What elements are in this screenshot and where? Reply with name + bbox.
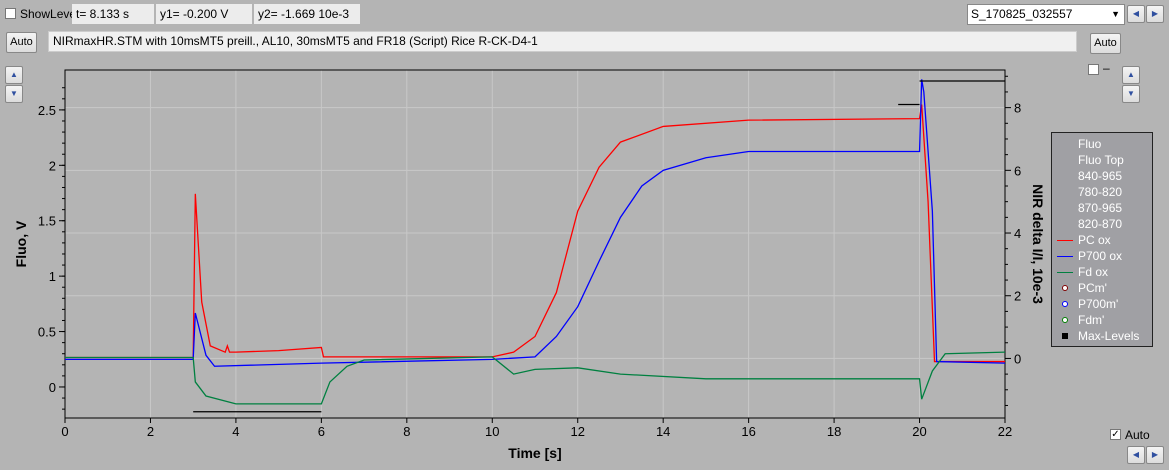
y1-readout: y1= -0.200 V <box>156 4 252 24</box>
y2-tick-label: 6 <box>1014 163 1021 178</box>
legend-label: Fd ox <box>1078 265 1109 279</box>
legend-dot-swatch <box>1062 317 1068 323</box>
y2-axis-label: NIR delta I/I, 10e-3 <box>1030 184 1046 304</box>
legend-item: 780-820 <box>1052 184 1152 200</box>
legend-label: PCm' <box>1078 281 1107 295</box>
chevron-down-icon: ▼ <box>1111 9 1120 19</box>
plot-area <box>64 69 1006 419</box>
x-tick-label: 22 <box>998 424 1012 439</box>
file-select-value: S_170825_032557 <box>971 7 1073 21</box>
legend-item: P700 ox <box>1052 248 1152 264</box>
y-tick-label: 0.5 <box>38 325 56 340</box>
x-tick-label: 20 <box>912 424 926 439</box>
x-tick-label: 2 <box>147 424 154 439</box>
left-axis-down-button[interactable]: ▼ <box>5 85 23 103</box>
legend-label: Fluo <box>1078 137 1102 151</box>
x-tick-label: 18 <box>827 424 841 439</box>
series-line-p700-ox <box>65 79 1006 367</box>
x-tick-label: 8 <box>403 424 410 439</box>
legend-item: PC ox <box>1052 232 1152 248</box>
right-checkbox[interactable] <box>1088 64 1099 75</box>
x-tick-label: 4 <box>232 424 239 439</box>
auto-left-button[interactable]: Auto <box>6 32 37 53</box>
right-axis-up-button[interactable]: ▲ <box>1122 66 1140 84</box>
y2-tick-label: 8 <box>1014 101 1021 116</box>
legend-item: Fdm' <box>1052 312 1152 328</box>
y-tick-label: 1.5 <box>38 214 56 229</box>
legend-item: 870-965 <box>1052 200 1152 216</box>
legend-dot-swatch <box>1062 301 1068 307</box>
y-tick-label: 0 <box>49 380 56 395</box>
legend-label: 840-965 <box>1078 169 1123 183</box>
y-tick-label: 1 <box>49 269 56 284</box>
legend-label: P700m' <box>1078 297 1119 311</box>
legend-item: Fd ox <box>1052 264 1152 280</box>
plot-border <box>64 69 1006 419</box>
x-axis-label: Time [s] <box>508 445 561 461</box>
legend-label: P700 ox <box>1078 249 1123 263</box>
x-tick-label: 12 <box>570 424 584 439</box>
x-tick-label: 16 <box>741 424 755 439</box>
file-select[interactable]: S_170825_032557 ▼ <box>967 4 1125 25</box>
legend-dot-swatch <box>1062 285 1068 291</box>
right-checkbox-label: – <box>1103 61 1110 75</box>
auto-checkbox[interactable]: ✓ <box>1110 429 1121 440</box>
legend-item: P700m' <box>1052 296 1152 312</box>
x-tick-label: 0 <box>61 424 68 439</box>
legend: Fluo Fluo Top 840-965 780-820 870-965 820-870… <box>1051 132 1153 347</box>
x-tick-label: 6 <box>318 424 325 439</box>
legend-label: PC ox <box>1078 233 1111 247</box>
previous-file-button[interactable]: ◀ <box>1127 5 1145 23</box>
legend-square-swatch <box>1062 333 1068 339</box>
legend-label: Fluo Top <box>1078 153 1124 167</box>
y-tick-label: 2 <box>49 158 56 173</box>
next-file-button[interactable]: ▶ <box>1146 5 1164 23</box>
x-tick-label: 14 <box>656 424 670 439</box>
y2-tick-label: 4 <box>1014 226 1021 241</box>
legend-item: Fluo Top <box>1052 152 1152 168</box>
left-axis-up-button[interactable]: ▲ <box>5 66 23 84</box>
time-readout: t= 8.133 s <box>72 4 154 24</box>
show-level-checkbox[interactable] <box>5 8 16 19</box>
legend-item: Fluo <box>1052 136 1152 152</box>
scroll-left-button[interactable]: ◀ <box>1127 446 1145 464</box>
legend-line-swatch <box>1057 272 1073 273</box>
legend-label: Fdm' <box>1078 313 1105 327</box>
title-field[interactable]: NIRmaxHR.STM with 10msMT5 preill., AL10,… <box>48 31 1077 52</box>
y-tick-label: 2.5 <box>38 103 56 118</box>
legend-item: Max-Levels <box>1052 328 1152 344</box>
auto-checkbox-label: Auto <box>1125 428 1150 442</box>
y-axis-label: Fluo, V <box>13 220 29 267</box>
y2-tick-label: 0 <box>1014 351 1021 366</box>
y2-tick-label: 2 <box>1014 289 1021 304</box>
legend-line-swatch <box>1057 256 1073 257</box>
legend-item: 820-870 <box>1052 216 1152 232</box>
legend-item: PCm' <box>1052 280 1152 296</box>
scroll-right-button[interactable]: ▶ <box>1146 446 1164 464</box>
legend-line-swatch <box>1057 240 1073 241</box>
legend-label: 780-820 <box>1078 185 1123 199</box>
right-axis-down-button[interactable]: ▼ <box>1122 85 1140 103</box>
auto-right-button[interactable]: Auto <box>1090 33 1121 54</box>
y2-readout: y2= -1.669 10e-3 <box>254 4 360 24</box>
legend-item: 840-965 <box>1052 168 1152 184</box>
legend-label: Max-Levels <box>1078 329 1140 343</box>
x-tick-label: 10 <box>485 424 499 439</box>
show-level-label: ShowLevel <box>20 7 79 21</box>
series-line-fd-ox <box>65 351 1006 405</box>
legend-label: 870-965 <box>1078 201 1123 215</box>
legend-label: 820-870 <box>1078 217 1123 231</box>
